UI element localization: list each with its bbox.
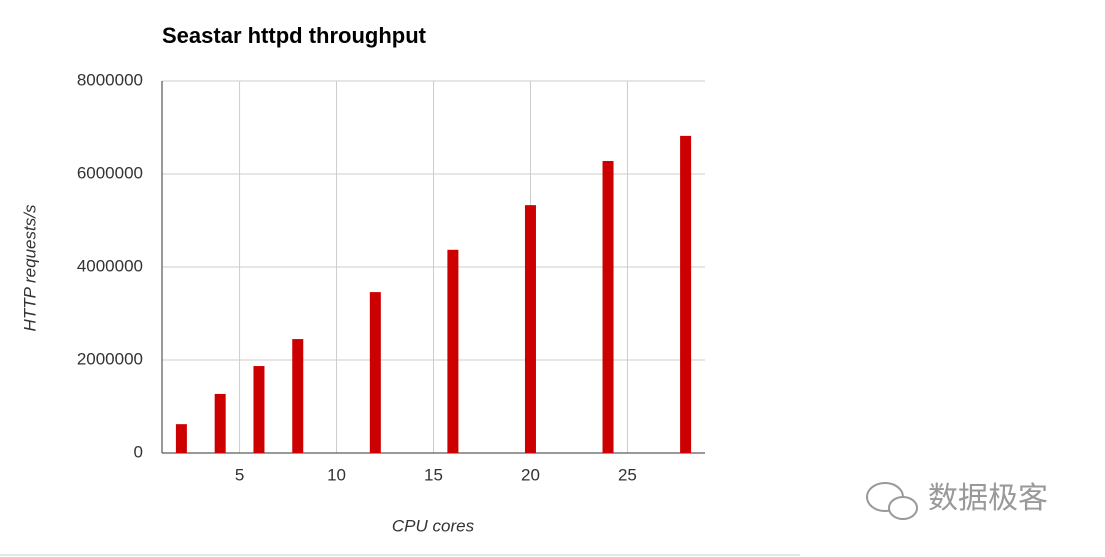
bar [369, 292, 381, 453]
bar [680, 135, 692, 453]
y-tick-label: 6000000 [77, 163, 143, 182]
y-tick-label: 0 [134, 442, 143, 461]
x-tick-label: 25 [618, 465, 637, 484]
x-tick-label: 5 [235, 465, 244, 484]
y-tick-label: 2000000 [77, 349, 143, 368]
bar [214, 393, 226, 453]
bar [447, 249, 459, 453]
y-tick-label: 4000000 [77, 256, 143, 275]
x-tick-label: 10 [327, 465, 346, 484]
y-tick-label: 8000000 [77, 70, 143, 89]
x-tick-label: 15 [424, 465, 443, 484]
x-axis-label: CPU cores [392, 516, 475, 535]
bar [292, 339, 304, 453]
bar [524, 205, 536, 453]
x-tick-label: 20 [521, 465, 540, 484]
bar [253, 366, 265, 453]
y-axis-label: HTTP requests/s [20, 204, 39, 331]
watermark-logo [866, 482, 918, 520]
watermark: 数据极客 [928, 482, 1048, 515]
bar [602, 160, 614, 454]
chart-title: Seastar httpd throughput [162, 23, 427, 48]
bar [175, 424, 187, 453]
